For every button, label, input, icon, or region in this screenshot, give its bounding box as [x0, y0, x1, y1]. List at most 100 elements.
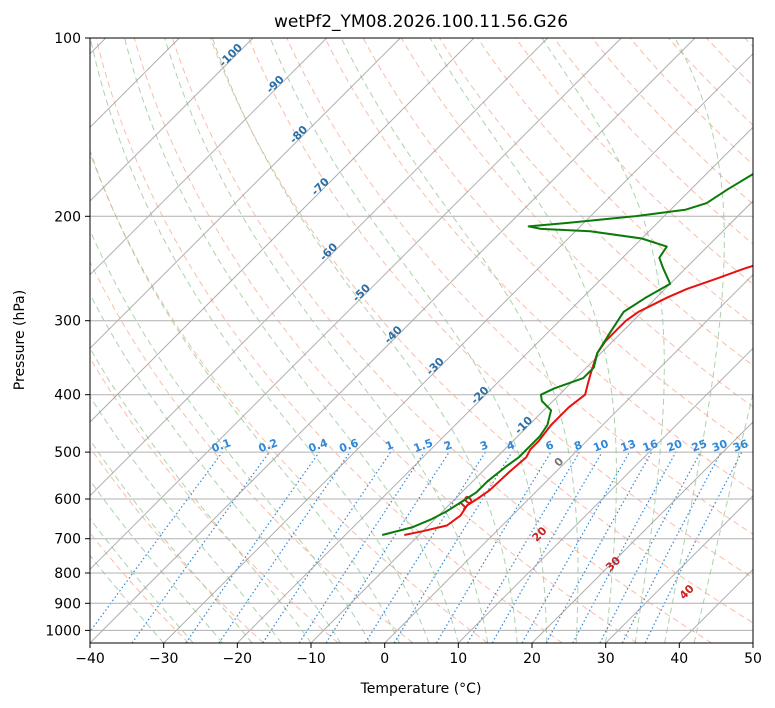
moist-adiabat-line — [90, 479, 223, 643]
dry-adiabats — [90, 38, 753, 643]
dry-adiabat-line — [90, 260, 414, 643]
moist-adiabat-line — [693, 391, 753, 643]
skewed-isotherms — [90, 38, 753, 643]
x-tick-label: −40 — [75, 651, 105, 667]
mixing-ratio-line — [298, 451, 425, 643]
mixing-ratio-line — [521, 451, 631, 643]
mixing-ratio-label: 0.6 — [338, 436, 361, 455]
dry-adiabat-line — [95, 38, 563, 643]
chart-title: wetPf2_YM08.2026.100.11.56.G26 — [274, 12, 568, 32]
mixing-ratio-label: 0.2 — [257, 436, 280, 455]
mixing-ratio-line — [393, 451, 513, 643]
moist-adiabat-line — [90, 229, 371, 643]
dry-adiabat-line — [286, 38, 753, 535]
y-tick-label: 300 — [54, 314, 81, 330]
moist-adiabat-line — [90, 554, 165, 643]
dry-adiabat-line — [171, 38, 712, 643]
dewpoint-profile-line — [381, 172, 753, 536]
y-axis-ticks: 100 200 300 400 500 600 700 800 900 1000 — [45, 31, 90, 639]
isotherm-line — [90, 38, 622, 571]
mixing-ratio-lines — [90, 451, 743, 643]
moist-adiabat-line — [664, 38, 725, 643]
mixing-ratio-line — [545, 451, 653, 643]
y-tick-label: 600 — [54, 492, 81, 508]
moist-adiabat-line — [211, 38, 518, 643]
y-tick-label: 1000 — [45, 623, 81, 639]
y-tick-label: 200 — [54, 209, 81, 225]
mixing-ratio-label: 1.5 — [412, 436, 435, 455]
isotherm-line — [90, 38, 401, 350]
dry-adiabat-line — [133, 38, 638, 643]
y-tick-label: 500 — [54, 445, 81, 461]
isotherm-line — [310, 200, 753, 643]
dry-adiabat-line — [324, 38, 753, 492]
mixing-ratio-label: 36 — [731, 437, 750, 455]
mixing-ratio-label: 0.4 — [307, 436, 330, 455]
mixing-ratio-label: 25 — [690, 437, 709, 454]
moist-adiabat-line — [429, 38, 617, 643]
dry-adiabat-line — [248, 38, 753, 579]
temperature-profile-line — [404, 264, 753, 536]
y-tick-label: 400 — [54, 388, 81, 404]
x-axis-label: Temperature (°C) — [360, 681, 482, 697]
mixing-ratio-label: 13 — [619, 437, 638, 454]
isotherm-line — [531, 421, 753, 643]
y-tick-label: 100 — [54, 31, 81, 47]
y-tick-label: 700 — [54, 532, 81, 548]
x-tick-label: 0 — [380, 651, 389, 667]
mixing-ratio-label: 30 — [710, 437, 729, 455]
moist-adiabats — [90, 38, 753, 643]
mixing-ratio-line — [572, 451, 677, 643]
sounding-profiles — [381, 172, 753, 536]
x-axis-ticks: −40 −30 −20 −10 0 10 20 30 40 50 — [75, 643, 762, 667]
isotherm-line — [236, 126, 753, 643]
isotherm-line — [457, 347, 753, 643]
mixing-ratio-label: 10 — [591, 437, 610, 455]
plot-area: 0.1 0.2 0.4 0.6 1 1.5 2 3 4 6 8 10 13 16 20 25 30 36-100-… — [90, 38, 753, 643]
mixing-ratio-label: 8 — [572, 438, 584, 453]
moist-adiabat-line — [90, 293, 341, 643]
moist-adiabat-line — [269, 38, 548, 643]
isotherm-line — [90, 38, 696, 643]
dry-adiabat-line — [90, 446, 264, 643]
isotherm-line — [605, 494, 753, 643]
mixing-ratio-line — [90, 451, 223, 633]
mixing-ratio-label: 6 — [544, 438, 556, 453]
x-tick-label: 20 — [523, 651, 541, 667]
mixing-ratio-label: 16 — [641, 437, 660, 455]
moist-adiabat-line — [340, 38, 579, 643]
x-tick-label: −20 — [223, 651, 253, 667]
y-axis-label: Pressure (hPa) — [12, 290, 28, 390]
mixing-ratio-line — [185, 451, 320, 643]
x-tick-label: 50 — [744, 651, 762, 667]
moist-adiabat-line — [90, 149, 400, 643]
x-tick-label: 30 — [597, 651, 615, 667]
mixing-ratio-label: 3 — [478, 438, 490, 453]
dry-adiabat-line — [90, 357, 339, 643]
moist-adiabat-line — [90, 517, 194, 643]
mixing-ratio-line — [218, 451, 351, 643]
isotherm-line — [90, 38, 328, 276]
dry-adiabat-line — [210, 38, 753, 624]
mixing-ratio-line — [131, 451, 270, 643]
isotherm-line — [384, 273, 753, 643]
mixing-ratio-line — [644, 451, 743, 643]
isotherm-line — [163, 52, 753, 643]
x-tick-label: 10 — [449, 651, 467, 667]
mixing-ratio-line — [325, 451, 450, 643]
x-tick-label: −10 — [296, 651, 326, 667]
moist-adiabat-line — [90, 395, 282, 643]
x-tick-label: −30 — [149, 651, 179, 667]
moist-adiabat-line — [541, 38, 665, 643]
mixing-ratio-label: 20 — [665, 437, 684, 455]
isotherm-line — [90, 38, 549, 497]
isotherm-line — [90, 38, 475, 423]
y-tick-label: 800 — [54, 566, 81, 582]
mixing-ratio-line — [262, 451, 392, 643]
moist-adiabat-line — [90, 38, 430, 643]
mixing-ratio-label: 1 — [384, 438, 396, 453]
isotherm-line — [90, 38, 254, 202]
mixing-ratio-label: 0.1 — [210, 436, 233, 455]
